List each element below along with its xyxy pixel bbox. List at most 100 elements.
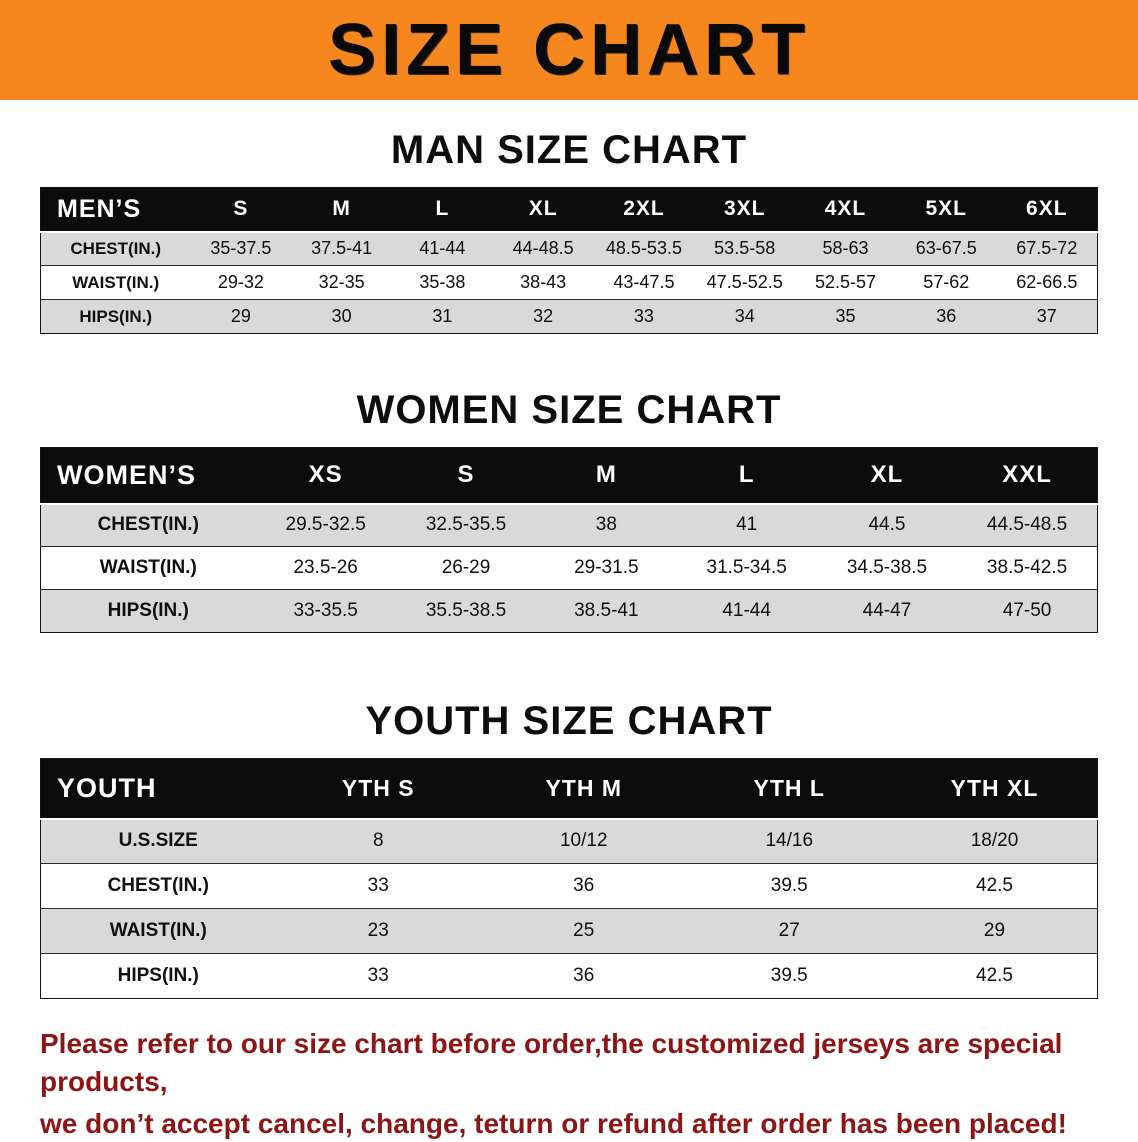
column-header: YTH S [275,758,481,819]
women-size-table: WOMEN’S XS S M L XL XXL CHEST(IN.) 29.5-32.5 32.5… [40,447,1098,633]
row-label: U.S.SIZE [118,830,198,852]
table-row: WAIST(IN.) 23.5-26 26-29 29-31.5 31.5-34.5 34… [40,546,1098,590]
table-cell: 23.5-26 [293,557,358,578]
table-cell: 35 [835,306,856,326]
column-header: 2XL [593,187,695,232]
table-cell: 33-35.5 [293,600,358,621]
table-cell: 34.5-38.5 [846,557,928,578]
table-cell: 25 [573,920,595,941]
table-cell: 39.5 [770,875,808,896]
table-cell: 35.5-38.5 [425,600,507,621]
table-cell: 37.5-41 [311,238,373,259]
men-size-table: MEN’S S M L XL 2XL 3XL 4XL 5XL 6XL CHEST(IN.) 35-37… [40,187,1098,334]
table-cell: 44.5-48.5 [986,514,1068,536]
table-cell: 32 [533,306,554,326]
column-header: 3XL [694,187,796,232]
row-label: WAIST(IN.) [99,557,197,578]
table-cell: 23 [367,920,389,941]
column-header: YTH XL [892,758,1098,819]
section-man-size-chart: MAN SIZE CHART MEN’S S M L XL 2XL 3XL 4XL 5XL 6XL… [0,100,1138,334]
table-cell: 33 [367,965,389,986]
table-cell: 58-63 [822,238,869,259]
table-cell: 36 [573,965,595,986]
table-row: HIPS(IN.) 33 36 39.5 42.5 [40,953,1098,999]
table-cell: 29-31.5 [574,557,639,578]
table-cell: 52.5-57 [814,272,876,292]
table-row: WAIST(IN.) 23 25 27 29 [40,908,1098,954]
table-row: CHEST(IN.) 33 36 39.5 42.5 [40,863,1098,909]
table-cell: 34 [734,306,755,326]
table-title-cell: MEN’S [40,187,191,232]
table-cell: 33 [367,875,389,896]
column-header: 6XL [996,187,1098,232]
column-header: M [536,447,677,504]
table-header-row: WOMEN’S XS S M L XL XXL [40,447,1098,504]
table-row: HIPS(IN.) 33-35.5 35.5-38.5 38.5-41 41-44 44-… [40,589,1098,633]
column-header: 4XL [795,187,896,232]
table-row: HIPS(IN.) 29 30 31 32 33 34 35 36 37 [40,299,1098,334]
page-title: SIZE CHART [328,10,810,90]
table-cell: 37 [1036,306,1057,326]
table-cell: 38 [595,514,617,536]
column-header: S [395,447,537,504]
section-heading-men: MAN SIZE CHART [390,128,748,172]
table-cell: 31.5-34.5 [706,557,787,578]
table-cell: 38.5-41 [574,600,639,621]
column-header: L [392,187,493,232]
table-cell: 41 [736,514,758,536]
table-cell: 33 [633,306,654,326]
row-label: CHEST(IN.) [70,238,162,258]
column-header: XL [816,447,958,504]
section-heading-women: WOMEN SIZE CHART [356,388,782,432]
column-header: S [190,187,292,232]
table-cell: 29-32 [217,272,264,292]
table-cell: 35-37.5 [210,238,272,259]
table-cell: 32.5-35.5 [425,514,507,536]
column-header: XS [255,447,396,504]
table-cell: 44-48.5 [512,238,574,259]
table-cell: 14/16 [765,830,814,852]
table-title-cell: WOMEN’S [40,447,256,504]
table-row: U.S.SIZE 8 10/12 14/16 18/20 [40,818,1098,864]
table-cell: 47.5-52.5 [706,272,783,292]
table-cell: 44-47 [862,600,912,621]
table-cell: 18/20 [970,830,1019,852]
column-header: L [676,447,817,504]
youth-size-table: YOUTH YTH S YTH M YTH L YTH XL U.S.SIZE 8 10/12… [40,758,1098,999]
table-cell: 47-50 [1002,600,1052,621]
table-cell: 63-67.5 [915,238,977,259]
table-cell: 8 [372,830,384,852]
column-header: YTH M [481,758,687,819]
table-cell: 36 [936,306,957,326]
table-row: WAIST(IN.) 29-32 32-35 35-38 38-43 43-47.5 47.… [40,265,1098,300]
table-cell: 41-44 [419,238,466,259]
table-cell: 42.5 [976,965,1013,986]
row-label: WAIST(IN.) [72,272,160,292]
table-row: CHEST(IN.) 35-37.5 37.5-41 41-44 44-48.5 48.5… [40,231,1098,266]
table-cell: 30 [331,306,352,326]
notice-line-1: Please refer to our size chart before or… [40,1028,1063,1097]
table-cell: 10/12 [559,830,608,852]
table-cell: 26-29 [441,557,491,578]
table-header-row: MEN’S S M L XL 2XL 3XL 4XL 5XL 6XL [40,187,1098,232]
banner: SIZE CHART [0,0,1138,100]
table-cell: 38.5-42.5 [986,557,1068,578]
row-label: CHEST(IN.) [107,875,209,896]
table-cell: 53.5-58 [714,238,776,259]
row-label: WAIST(IN.) [109,920,207,941]
table-cell: 29 [230,306,251,326]
section-women-size-chart: WOMEN SIZE CHART WOMEN’S XS S M L XL XXL CHEST(… [0,334,1138,633]
table-cell: 48.5-53.5 [605,238,682,259]
table-cell: 27 [778,920,800,941]
table-cell: 29.5-32.5 [285,514,366,536]
notice-line-2: we don’t accept cancel, change, teturn o… [40,1107,1067,1139]
footer-notice: Please refer to our size chart before or… [40,1025,1098,1142]
table-cell: 67.5-72 [1016,238,1078,259]
table-cell: 43-47.5 [613,272,675,292]
column-header: XXL [957,447,1098,504]
table-header-row: YOUTH YTH S YTH M YTH L YTH XL [40,758,1098,819]
table-cell: 31 [432,306,453,326]
table-cell: 42.5 [976,875,1013,896]
row-label: HIPS(IN.) [117,965,199,986]
